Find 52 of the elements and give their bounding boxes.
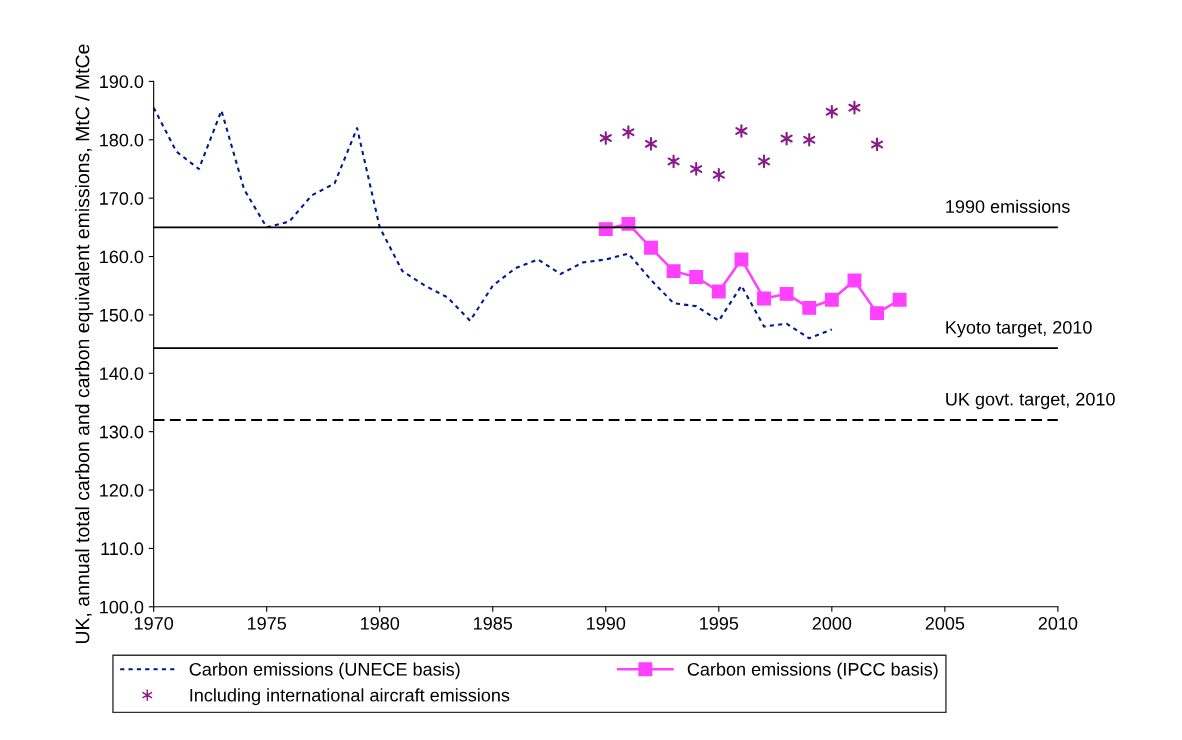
y-tick-label: 130.0 — [100, 425, 144, 439]
y-tick-label: 110.0 — [101, 542, 144, 556]
ref-line-label: 1990 emissions — [946, 199, 1070, 213]
point — [666, 264, 681, 279]
point — [892, 292, 907, 307]
line-series — [153, 106, 833, 340]
x-tick-label: 1970 — [134, 617, 174, 630]
y-axis-title: UK, annual total carbon and carbon equivalent emissions, MtC / MtCe — [75, 44, 94, 644]
point — [848, 100, 861, 115]
y-tick-label: 150.0 — [100, 308, 144, 322]
x-tick-label: 2010 — [1038, 617, 1078, 630]
point — [779, 286, 794, 301]
point — [712, 167, 725, 182]
x-tick-label: 1980 — [361, 617, 400, 630]
y-tick-label: 180.0 — [100, 133, 144, 147]
ref-line-label: Kyoto target, 2010 — [946, 320, 1092, 338]
point — [667, 154, 680, 169]
point — [599, 131, 612, 145]
point — [847, 273, 862, 288]
point — [870, 306, 884, 321]
y-tick-label: 120.0 — [100, 483, 144, 497]
point — [757, 154, 771, 169]
point — [711, 284, 726, 299]
legend-label: Carbon emissions (UNECE basis) — [189, 662, 460, 680]
y-tick-label: 160.0 — [100, 250, 144, 264]
point — [824, 292, 839, 307]
point — [735, 124, 748, 138]
point — [780, 131, 793, 146]
ref-line-label: UK govt. target, 2010 — [946, 392, 1115, 410]
point — [644, 137, 658, 151]
point — [803, 132, 816, 147]
point — [622, 125, 635, 140]
x-tick-label: 1985 — [474, 617, 513, 630]
legend-label: Carbon emissions (IPCC basis) — [687, 662, 938, 680]
x-tick-label: 2005 — [925, 617, 965, 630]
y-tick-label: 140.0 — [100, 367, 144, 381]
x-tick-label: 1990 — [587, 617, 626, 630]
x-tick-label: 1975 — [247, 617, 287, 630]
point — [757, 291, 771, 306]
point — [870, 137, 884, 152]
y-tick-label: 190.0 — [100, 75, 144, 89]
point — [734, 252, 749, 267]
point — [644, 240, 658, 255]
point — [802, 300, 817, 315]
x-tick-label: 2000 — [812, 617, 852, 630]
y-tick-label: 100.0 — [100, 600, 144, 614]
point — [825, 104, 838, 119]
y-tick-label: 170.0 — [100, 192, 144, 205]
point — [689, 270, 704, 284]
point — [690, 162, 703, 176]
x-tick-label: 1995 — [700, 617, 739, 630]
legend-label: Including international aircraft emissions — [190, 688, 510, 706]
